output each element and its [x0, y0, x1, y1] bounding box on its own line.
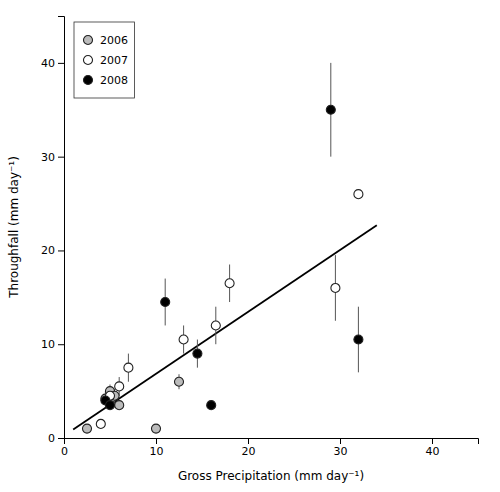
point: [331, 283, 340, 292]
point: [211, 321, 220, 330]
point: [326, 105, 335, 114]
tick-label: 20: [41, 244, 55, 257]
point: [354, 335, 363, 344]
point: [225, 279, 234, 288]
tick-mark: [58, 250, 64, 251]
point: [115, 401, 124, 410]
chart-container: 0 10 20 30 40 0 10 20 30 40 Gross Precipitation (m…: [0, 0, 500, 492]
legend-entry: 2008: [83, 74, 128, 87]
point: [151, 424, 160, 433]
x-axis: 0 10 20 30 40: [61, 438, 479, 458]
point: [354, 190, 363, 199]
tick: 20: [242, 438, 256, 458]
tick-label: 40: [426, 445, 440, 458]
points-2008: [101, 105, 363, 409]
tick-label: 40: [41, 57, 55, 70]
tick: 30: [41, 151, 64, 164]
series-2008: [105, 63, 358, 410]
points-2007: [96, 190, 363, 429]
point: [115, 382, 124, 391]
tick: 10: [41, 338, 64, 351]
tick: 30: [334, 438, 348, 458]
points-2006: [82, 377, 183, 433]
tick-label: 30: [41, 151, 55, 164]
tick: 40: [41, 57, 64, 70]
point: [161, 298, 170, 307]
tick-mark: [432, 438, 433, 444]
legend-label: 2006: [100, 34, 128, 47]
legend: 2006 2007 2008: [74, 22, 135, 98]
y-axis: 0 10 20 30 40: [41, 17, 65, 446]
x-axis-title: Gross Precipitation (mm day⁻¹): [178, 469, 364, 483]
tick-mark: [156, 438, 157, 444]
point: [207, 401, 216, 410]
tick-mark: [340, 438, 341, 444]
series-2007: [101, 189, 359, 428]
legend-symbol: [83, 55, 92, 64]
tick-mark: [58, 438, 64, 439]
tick-label: 20: [242, 445, 256, 458]
y-axis-title: Throughfall (mm day⁻¹): [7, 156, 21, 299]
legend-frame: [74, 22, 135, 98]
fit-line: [73, 225, 377, 429]
legend-label: 2008: [100, 74, 128, 87]
tick-label: 30: [334, 445, 348, 458]
point: [179, 335, 188, 344]
tick: 0: [48, 432, 64, 445]
tick-label: 10: [41, 338, 55, 351]
axis-line: [58, 17, 65, 439]
legend-entry: 2006: [83, 34, 128, 47]
legend-label: 2007: [100, 54, 128, 67]
axis-line: [65, 439, 479, 445]
tick-label: 0: [61, 445, 68, 458]
point: [174, 377, 183, 386]
point: [105, 401, 114, 410]
tick: 40: [426, 438, 440, 458]
point: [124, 363, 133, 372]
point: [193, 349, 202, 358]
chart: 0 10 20 30 40 0 10 20 30 40 Gross Precipitation (m…: [0, 0, 500, 492]
legend-entry: 2007: [83, 54, 128, 67]
tick-mark: [248, 438, 249, 444]
tick-mark: [58, 157, 64, 158]
tick-label: 10: [150, 445, 164, 458]
tick: 0: [61, 438, 68, 458]
point: [96, 419, 105, 428]
tick-mark: [58, 344, 64, 345]
point: [82, 424, 91, 433]
legend-symbol: [83, 35, 92, 44]
tick-label: 0: [48, 432, 55, 445]
plot-area: [73, 63, 377, 433]
series-2006: [87, 374, 179, 431]
legend-symbol: [83, 75, 92, 84]
tick: 10: [150, 438, 164, 458]
tick: 20: [41, 244, 64, 257]
tick-mark: [58, 63, 64, 64]
